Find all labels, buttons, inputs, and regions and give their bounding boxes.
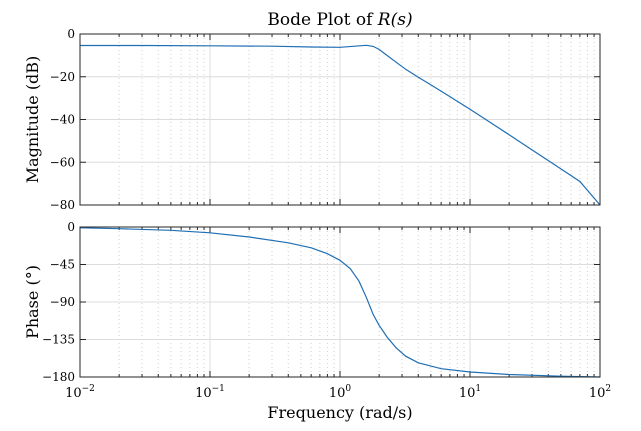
frequency-axis-label: Frequency (rad/s) [267, 403, 412, 422]
x-tick-base: 10 [195, 386, 212, 401]
y-tick-label: −90 [50, 295, 75, 309]
y-tick-label: −60 [50, 155, 75, 169]
magnitude-panel: 0 −20 −40 −60 −80 [50, 27, 601, 212]
series-line-0-0 [80, 44, 601, 206]
x-tick-label: 10−2 [65, 384, 95, 401]
y-tick-label: −45 [50, 258, 75, 272]
x-tick-exponent: −1 [212, 384, 225, 394]
x-tick-label: 101 [459, 384, 481, 401]
x-tick-label: 10−1 [195, 384, 225, 401]
y-tick-label: −20 [50, 70, 75, 84]
plot-frame [79, 33, 601, 206]
chart-title-math: R(s) [377, 10, 413, 30]
chart-title: Bode Plot of R(s) [267, 10, 412, 30]
plot-frame [79, 226, 601, 378]
phase-axis-label: Phase (°) [23, 265, 42, 339]
x-tick-exponent: 0 [345, 384, 351, 394]
x-tick-exponent: −2 [82, 384, 95, 394]
x-tick-label: 100 [329, 384, 352, 401]
x-tick-exponent: 1 [475, 384, 481, 394]
y-tick-label: 0 [67, 220, 75, 234]
x-tick-base: 10 [329, 386, 346, 401]
series-line-1-0 [79, 227, 601, 378]
y-tick-label: −80 [50, 198, 75, 212]
x-tick-base: 10 [589, 386, 606, 401]
x-tick-exponent: 2 [605, 384, 611, 394]
x-tick-base: 10 [65, 386, 82, 401]
chart-title-text: Bode Plot of [267, 10, 377, 30]
x-tick-label: 102 [589, 384, 611, 401]
x-tick-base: 10 [459, 386, 476, 401]
y-tick-label: −40 [50, 113, 75, 127]
y-tick-label: −135 [42, 333, 75, 347]
y-tick-label: 0 [67, 27, 75, 41]
magnitude-axis-label: Magnitude (dB) [23, 56, 42, 184]
y-tick-label: −180 [42, 370, 75, 384]
